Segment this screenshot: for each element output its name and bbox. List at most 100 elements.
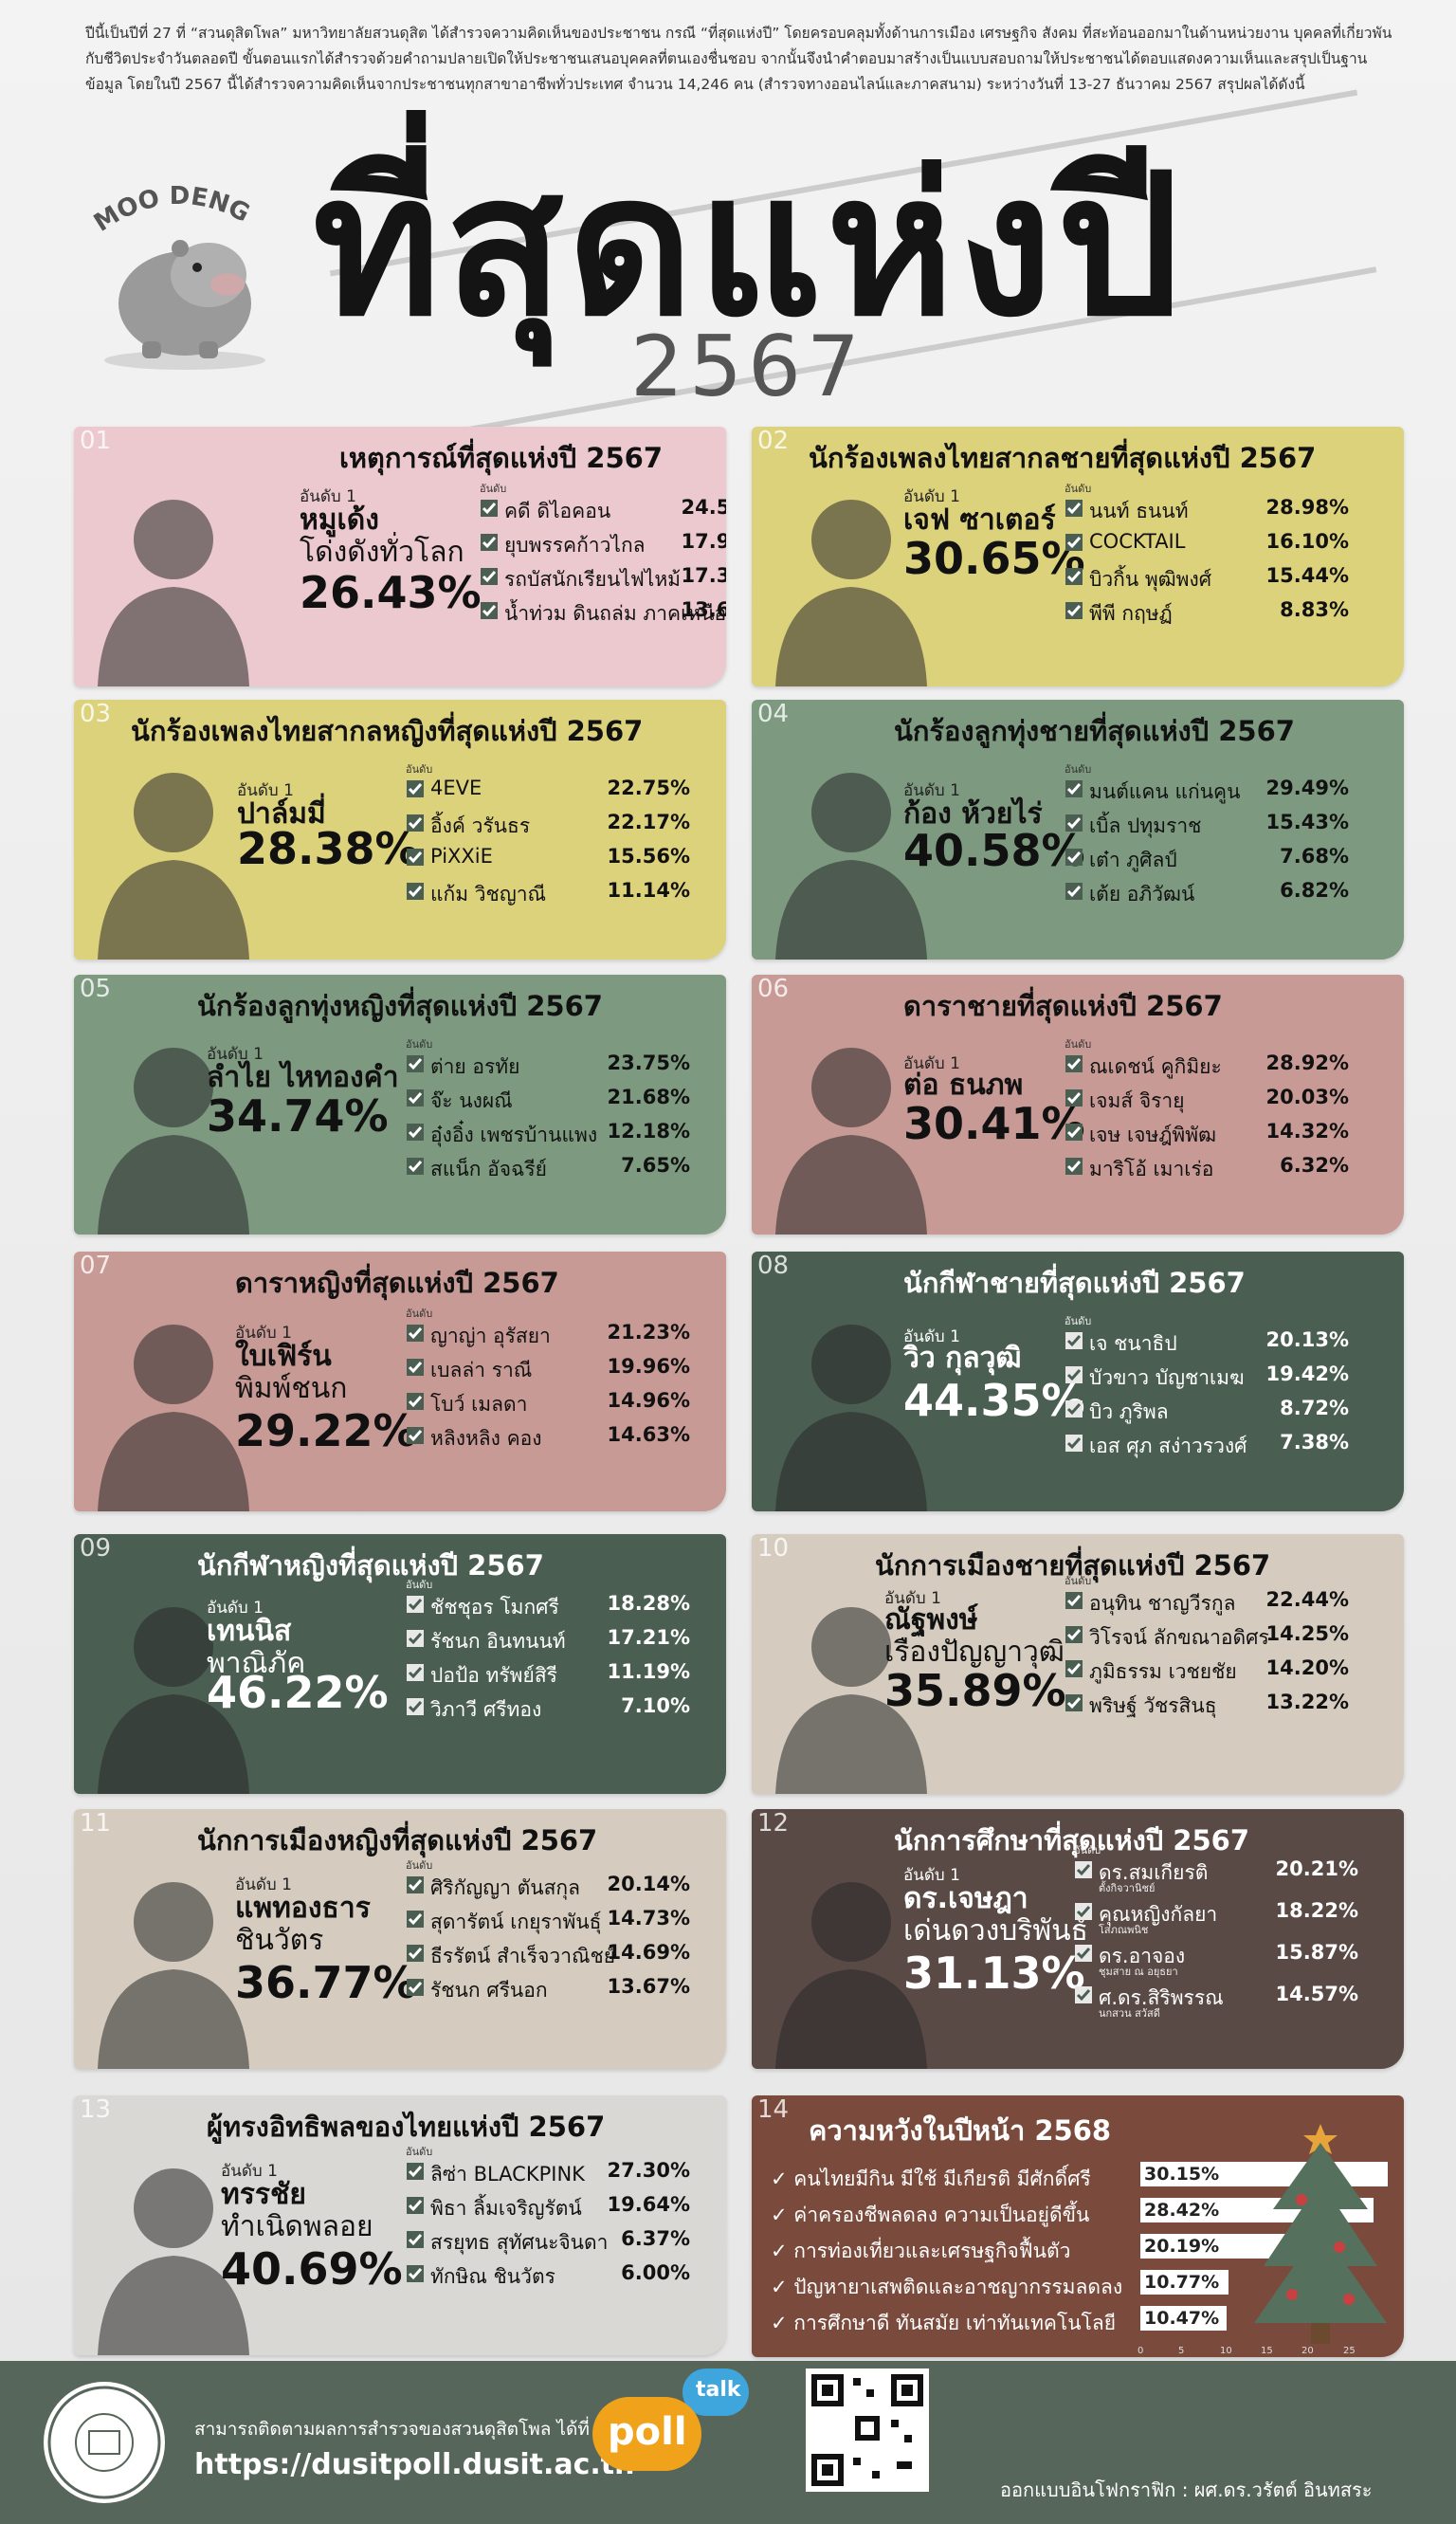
runner-up-percent: 28.92% [1265,1052,1349,1074]
runner-up-row: รัชนก อินทนนท์ 17.21% [406,1623,690,1657]
runner-up-percent: 18.28% [607,1592,690,1615]
winner-percent: 46.22% [207,1667,389,1718]
university-seal-icon [44,2382,165,2503]
runner-up-row: เต๋า ภูศิลป์ 7.68% [1065,842,1349,876]
card-title: เหตุการณ์ที่สุดแห่งปี 2567 [339,442,664,474]
runner-up-row: สุดารัตน์ เกยุราพันธุ์ 14.73% [406,1904,690,1938]
runner-up-name: เบลล่า ราณี [430,1359,533,1381]
card-title: นักร้องลูกทุ่งชายที่สุดแห่งปี 2567 [894,715,1295,747]
rank-1-label: อันดับ 1 [903,1866,960,1885]
winner-photo [775,1607,927,1794]
card-number: 11 [80,1809,112,1838]
runner-up-name: โบว์ เมลดา [430,1393,528,1416]
runner-up-row: ศิริกัญญา ตันสกุล 20.14% [406,1870,690,1904]
runner-up-percent: 7.38% [1280,1431,1349,1454]
check-icon [1075,1861,1092,1878]
winner-name: ทรรชัย ทำเนิดพลอย [221,2178,373,2243]
runner-up-row: ชัชชุอร โมกศรี 18.28% [406,1589,690,1623]
check-icon [407,1596,424,1613]
check-icon [1065,1124,1083,1141]
runner-up-name: มาริโอ้ เมาเร่อ [1089,1158,1214,1180]
runner-up-list: อันดับ เจ ชนาธิป 20.13% บัวขาว บัญชาเมฆ 19.4… [1065,1312,1349,1462]
runner-up-percent: 11.14% [607,879,690,902]
runner-up-header: อันดับ [1074,1844,1101,1856]
card-number: 09 [80,1534,112,1563]
runner-up-name: สรยุทธ สุทัศนะจินดา [430,2231,609,2254]
winner-name: ดร.เจษฎา เด่นดวงบริพันธ์ [903,1882,1088,1948]
winner-name: ปาล์มมี่ [237,797,326,831]
card-number: 06 [757,975,790,1003]
hero-title: ที่สุดแห่งปี [313,134,1184,359]
runner-up-row: คุณหญิงกัลยา โสภณพนิช 18.22% [1074,1896,1358,1938]
winner-name: ลำไย ไหทองคำ [207,1061,399,1094]
runner-up-row: แก้ม วิชญาณี 11.14% [406,876,690,910]
runner-up-subname: ชุมสาย ณ อยุธยา [1099,1966,1178,1978]
runner-up-header: อันดับ [406,2146,433,2158]
hope-item-label: ✓ ค่าครองชีพลดลง ความเป็นอยู่ดีขึ้น [771,2204,1090,2226]
runner-up-name: ยุบพรรคก้าวไกล [504,534,646,557]
runner-up-list: อันดับ ณเดชน์ คูกิมิยะ 28.92% เจมส์ จิรายุ 2… [1065,1035,1349,1185]
winner-percent: 30.41% [903,1098,1085,1149]
runner-up-percent: 7.68% [1280,845,1349,868]
check-icon [1065,1435,1083,1452]
check-icon [1075,1903,1092,1920]
check-icon [407,1055,424,1072]
card-number: 14 [757,2095,790,2124]
qr-code-icon[interactable] [806,2369,929,2492]
runner-up-name: พริษฐ์ วัชรสินธุ [1089,1694,1217,1717]
runner-up-percent: 19.64% [607,2193,690,2216]
hope-bar-value: 10.77% [1144,2272,1220,2293]
hero-logo-text: MOO DENG [89,182,254,238]
runner-up-row: COCKTAIL 16.10% [1065,527,1349,561]
runner-up-percent: 23.75% [607,1052,690,1074]
runner-up-name: เต้ย อภิวัฒน์ [1089,883,1195,905]
runner-up-row: รัชนก ศรีนอก 13.67% [406,1972,690,2006]
hope-bar-value: 10.47% [1144,2308,1220,2329]
check-icon [407,849,424,866]
footer: สามารถติดตามผลการสำรวจของสวนดุสิตโพล ได้… [0,2361,1456,2524]
check-icon [1065,568,1083,585]
check-icon [407,2197,424,2214]
winner-photo [775,773,927,960]
runner-up-percent: 29.49% [1265,777,1349,799]
runner-up-percent: 15.43% [1265,811,1349,833]
winner-percent: 29.22% [235,1405,417,1456]
runner-up-percent: 14.20% [1265,1656,1349,1679]
card-title: ผู้ทรงอิทธิพลของไทยแห่งปี 2567 [207,2111,606,2143]
winner-name: วิว กุลวุฒิ [903,1342,1022,1375]
runner-up-row: ปอป้อ ทรัพย์สิรี 11.19% [406,1657,690,1692]
runner-up-percent: 28.98% [1265,496,1349,519]
runner-up-percent: 6.32% [1280,1154,1349,1177]
check-icon [407,1630,424,1647]
winner-percent: 35.89% [884,1665,1066,1716]
runner-up-name: รัชนก อินทนนท์ [430,1630,566,1653]
winner-name: ณัฐพงษ์ เรืองปัญญาวุฒิ [884,1603,1065,1669]
check-icon [407,2163,424,2180]
runner-up-subname: โสภณพนิช [1099,1924,1149,1936]
intro-paragraph: ปีนี้เป็นปีที่ 27 ที่ “สวนดุสิตโพล” มหาว… [85,25,1392,93]
winner-name: แพทองธาร ชินวัตร [235,1892,371,1957]
moo-deng-hippo-icon: MOO DENG [89,182,265,370]
card-title: นักร้องเพลงไทยสากลชายที่สุดแห่งปี 2567 [809,442,1317,474]
award-card: 08 นักกีฬาชายที่สุดแห่งปี 2567 อันดับ 1 วิว… [752,1252,1404,1511]
winner-name: เจฟ ซาเตอร์ [903,503,1056,537]
rank-1-label: อันดับ 1 [235,1324,292,1343]
winner-photo [98,500,249,686]
runner-up-name: อิ้งค์ วรันธร [430,814,531,837]
runner-up-row: คดี ดิไอคอน 24.54% [480,493,726,527]
winner-name: เทนนิส พาณิภัค [207,1615,306,1680]
runner-up-row: เจษ เจษฎ์พิพัฒ 14.32% [1065,1117,1349,1151]
card-title: นักการศึกษาที่สุดแห่งปี 2567 [894,1824,1250,1856]
winner-photo [98,1048,249,1235]
footer-url-link[interactable]: https://dusitpoll.dusit.ac.th [194,2448,635,2481]
runner-up-list: อันดับ ดร.สมเกียรติ ตั้งกิจวานิชย์ 20.21% คุ… [1074,1841,1358,2021]
winner-percent: 31.13% [903,1948,1085,1999]
rank-1-label: อันดับ 1 [300,487,356,506]
rank-1-label: อันดับ 1 [235,1875,292,1894]
hero-year: 2567 [630,318,865,415]
hope-title: ความหวังในปีหน้า 2568 [809,2114,1112,2147]
runner-up-header: อันดับ [1065,1575,1092,1587]
card-number: 02 [757,427,790,455]
runner-up-percent: 14.73% [607,1907,690,1930]
runner-up-name: พีพี กฤษฏ์ [1089,602,1173,625]
